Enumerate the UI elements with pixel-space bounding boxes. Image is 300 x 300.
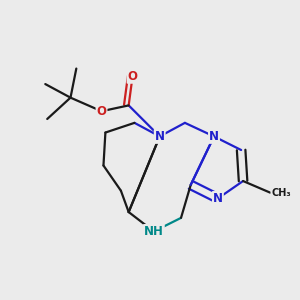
Text: N: N xyxy=(155,130,165,143)
Text: O: O xyxy=(128,70,137,83)
Text: NH: NH xyxy=(144,225,164,238)
Text: N: N xyxy=(213,192,223,205)
Text: CH₃: CH₃ xyxy=(271,188,291,198)
Text: N: N xyxy=(209,130,219,143)
Text: O: O xyxy=(97,105,106,118)
